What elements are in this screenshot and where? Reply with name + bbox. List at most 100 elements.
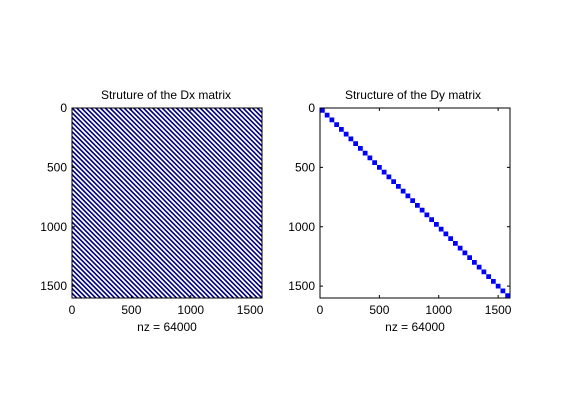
dx-band-77 [251,108,262,119]
dx-band-69 [213,108,262,157]
dx-band-62 [180,108,262,190]
dy-block-32 [472,260,477,265]
dx-band-26 [72,169,201,298]
dx-band-6 [72,264,106,298]
dx-band-60 [171,108,262,199]
dy-subplot: Structure of the Dy matrix 0 500 1000 15000… [288,88,511,334]
dy-block-38 [500,288,506,294]
dy-block-7 [353,141,358,146]
dx-band-34 [72,131,239,298]
dy-xlabel: nz = 64000 [385,320,445,334]
dx-band-46 [104,108,262,266]
dy-block-12 [377,165,382,170]
dx-ytick-label: 0 [60,101,67,115]
dx-band-16 [72,216,154,298]
dy-block-18 [405,193,411,199]
dy-ytick-label: 1000 [288,220,315,234]
dx-band-42 [85,108,262,285]
dy-title: Structure of the Dy matrix [345,88,481,102]
dy-block-17 [400,188,406,194]
dx-band-72 [228,108,262,142]
dy-block-36 [491,279,496,284]
dy-block-14 [386,174,392,180]
dx-band-15 [72,221,149,298]
dy-block-16 [396,184,401,189]
dy-block-31 [467,255,472,260]
dx-band-23 [72,183,187,298]
dx-band-20 [72,197,173,298]
dx-band-12 [72,235,135,298]
dx-band-50 [123,108,262,247]
dx-band-32 [72,140,230,298]
dx-band-48 [114,108,262,256]
dx-subplot: Struture of the Dx matrix 0 500 1000 150005… [40,88,263,334]
dx-band-59 [166,108,262,204]
dx-band-74 [237,108,262,133]
dx-band-51 [128,108,262,242]
dx-band-57 [156,108,262,214]
dx-band-28 [72,159,211,298]
dy-xtick-label: 1000 [425,303,452,317]
dx-title: Struture of the Dx matrix [101,88,231,102]
dy-block-2 [329,117,335,123]
dy-block-20 [415,203,420,208]
dy-block-19 [410,198,415,203]
dx-band-37 [72,116,254,298]
dx-band-8 [72,254,116,298]
dy-block-24 [434,222,439,227]
dy-xtick-label: 1500 [485,303,512,317]
dx-band-39 [72,108,262,298]
dy-block-39 [505,293,510,298]
dx-band-41 [80,108,262,290]
dx-xlabel: nz = 64000 [137,320,197,334]
dx-band-30 [72,150,220,298]
dy-ytick-label: 500 [295,160,315,174]
dy-block-23 [429,217,434,222]
dy-block-22 [424,212,430,218]
dx-band-65 [194,108,262,176]
dy-block-28 [453,241,458,246]
dx-band-5 [72,268,102,298]
dy-block-15 [391,179,396,184]
dx-band-1 [72,287,83,298]
dx-band-17 [72,211,159,298]
dy-ytick-label: 0 [308,101,315,115]
dx-band-68 [209,108,262,161]
dy-block-29 [457,245,463,251]
dx-axes-box [71,107,263,299]
dx-band-4 [72,273,97,298]
dx-xtick-label: 0 [69,303,76,317]
dy-block-37 [495,283,501,289]
dy-block-4 [339,127,344,132]
dx-band-18 [72,207,163,298]
dx-band-3 [72,278,92,298]
dx-band-38 [72,112,258,298]
dx-xtick-label: 1500 [237,303,264,317]
dx-band-36 [72,121,249,298]
dx-band-9 [72,249,121,298]
dx-band-19 [72,202,168,298]
dx-ytick-label: 1500 [40,279,67,293]
dx-band-55 [147,108,262,223]
dy-block-33 [476,264,482,270]
dx-band-52 [133,108,262,237]
dy-matrix-marks [320,108,510,298]
dy-block-10 [367,155,373,161]
dx-band-70 [218,108,262,152]
dx-band-0 [72,292,78,298]
dx-band-78 [256,108,262,114]
dy-xtick-label: 500 [369,303,389,317]
dx-band-40 [76,108,262,294]
dy-block-26 [443,231,449,237]
dx-band-24 [72,178,192,298]
dy-block-9 [362,150,368,156]
dx-band-66 [199,108,262,171]
dy-block-35 [486,274,491,279]
dx-band-75 [242,108,262,128]
dx-band-43 [90,108,262,280]
dx-band-25 [72,173,197,298]
dx-band-7 [72,259,111,298]
